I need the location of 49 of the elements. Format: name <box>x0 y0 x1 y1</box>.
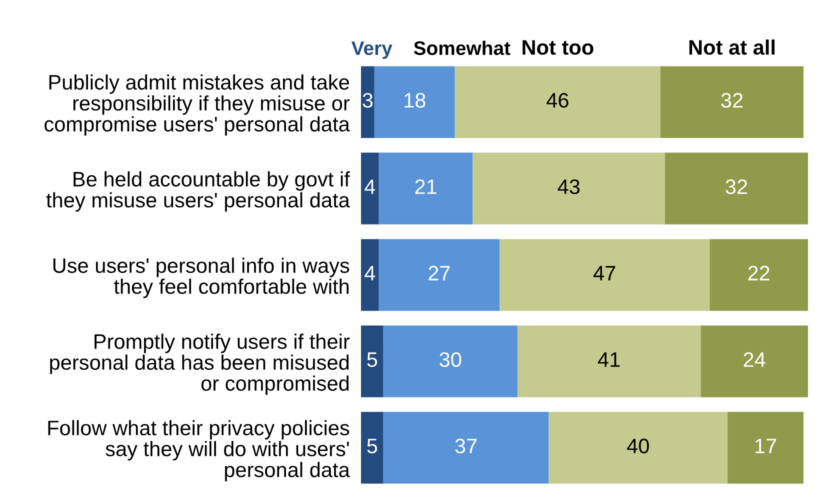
data-label: 18 <box>404 92 426 108</box>
data-label: 4 <box>364 180 376 194</box>
data-label: 21 <box>415 179 436 194</box>
series-label: Very <box>351 42 392 59</box>
bar <box>664 152 808 224</box>
data-label: 24 <box>744 352 766 367</box>
data-label: 40 <box>627 438 649 454</box>
bar <box>472 152 665 224</box>
bar <box>361 412 384 484</box>
bar <box>500 239 710 311</box>
bar <box>548 412 728 484</box>
data-label: 4 <box>364 266 376 280</box>
bar <box>383 412 549 484</box>
bar <box>361 66 374 138</box>
bar <box>361 239 379 311</box>
series-label: Not too <box>522 40 594 55</box>
data-label: 22 <box>748 266 770 280</box>
data-label: 32 <box>726 179 748 194</box>
bar <box>374 66 455 138</box>
data-label: 5 <box>367 438 378 454</box>
data-label: 37 <box>455 438 477 454</box>
data-label: 5 <box>367 352 378 367</box>
bar <box>660 66 804 138</box>
y-tick-label: Follow what their privacy policies say they will do with users' personal data <box>48 420 350 482</box>
data-label: 43 <box>558 179 580 194</box>
y-tick-label: Be held accountable by govt if they misuse users' personal data <box>46 171 350 212</box>
data-label: 3 <box>362 92 373 108</box>
bar <box>700 326 808 398</box>
data-label: 27 <box>428 266 450 280</box>
bar <box>361 326 384 398</box>
bar <box>710 239 808 311</box>
bar <box>728 412 804 484</box>
bar <box>383 326 518 398</box>
bar <box>361 152 379 224</box>
series-label: Somewhat <box>414 40 510 56</box>
bar <box>454 66 660 138</box>
data-label: 17 <box>756 438 776 454</box>
series-label: Not at all <box>689 40 775 55</box>
y-tick-label: Use users' personal info in ways they feel comfortable with <box>53 258 350 298</box>
y-tick-label: Promptly notify users if their personal data has been misused or compromised <box>50 334 350 395</box>
bar <box>378 152 473 224</box>
data-label: 30 <box>440 352 462 367</box>
data-label: 46 <box>546 92 568 108</box>
data-label: 32 <box>721 92 743 108</box>
data-label: 41 <box>598 352 620 367</box>
bar <box>378 239 500 311</box>
data-label: 47 <box>594 266 616 280</box>
bar <box>517 326 701 398</box>
y-tick-label: Publicly admit mistakes and take responsibility if they misuse or compromise users' personal data <box>44 74 350 136</box>
